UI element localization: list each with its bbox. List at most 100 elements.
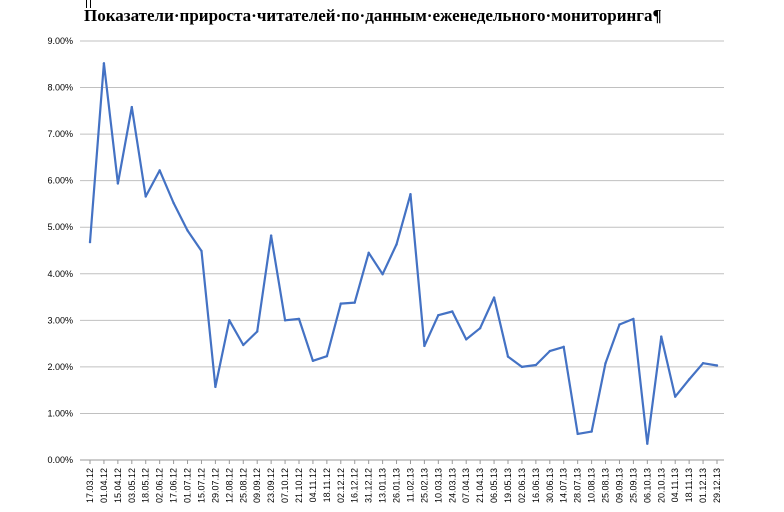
x-tick-label: 01.07.12 (183, 468, 193, 503)
x-tick-label: 18.05.12 (141, 468, 151, 503)
data-point (172, 201, 175, 205)
data-point (381, 273, 384, 276)
x-tick-label: 09.09.13 (614, 468, 624, 503)
x-tick-label: 20.10.13 (656, 468, 666, 503)
data-point (646, 442, 649, 445)
y-tick-label: 4.00% (47, 269, 73, 279)
x-tick-label: 15.07.12 (196, 468, 206, 503)
chart-title: Показатели·прироста·читателей·по·данным·… (84, 6, 662, 25)
data-point (228, 319, 231, 322)
data-point (242, 343, 245, 347)
y-tick-label: 6.00% (47, 176, 73, 186)
x-tick-label: 18.11.13 (684, 468, 694, 502)
x-tick-label: 07.10.12 (280, 468, 290, 503)
data-point (186, 229, 189, 232)
data-point (367, 251, 370, 255)
x-tick-label: 15.04.12 (113, 468, 123, 503)
x-axis-ticks: 17.03.12 01.04.12 15.04.12 03.05.12 18.05.12… (85, 460, 722, 503)
data-point (102, 62, 106, 65)
x-tick-label: 18.11.12 (322, 468, 332, 502)
x-tick-label: 06.05.13 (489, 468, 499, 503)
data-point (88, 240, 92, 244)
x-tick-label: 02.12.12 (336, 468, 346, 503)
x-tick-label: 14.07.13 (559, 468, 569, 503)
x-tick-label: 10.08.13 (587, 468, 597, 503)
data-point (478, 327, 482, 330)
x-tick-label: 29.07.12 (210, 468, 220, 503)
x-tick-label: 26.01.13 (392, 468, 402, 503)
data-point (214, 385, 217, 389)
data-point (339, 302, 342, 305)
x-tick-label: 17.06.12 (169, 468, 179, 503)
x-tick-label: 25.02.13 (419, 468, 429, 503)
x-tick-label: 10.03.13 (433, 468, 443, 503)
y-tick-label: 2.00% (47, 362, 73, 372)
data-point (492, 296, 496, 299)
data-point (715, 364, 719, 367)
x-tick-label: 06.10.13 (642, 468, 652, 503)
x-tick-label: 17.03.12 (85, 468, 95, 503)
title-row: Показатели·прироста·читателей·по·данным·… (0, 0, 784, 34)
data-point (618, 323, 621, 326)
data-point (130, 105, 133, 109)
gridlines (80, 40, 724, 461)
x-tick-label: 13.01.13 (378, 468, 388, 503)
x-tick-label: 16.06.13 (531, 468, 541, 503)
data-point (409, 192, 412, 196)
data-point (144, 195, 147, 198)
x-tick-label: 03.05.12 (127, 468, 137, 503)
x-tick-label: 11.02.13 (405, 468, 415, 502)
x-tick-label: 25.08.12 (238, 468, 248, 503)
data-point (200, 249, 203, 253)
x-tick-label: 09.09.12 (252, 468, 262, 503)
data-point (283, 319, 287, 322)
y-axis-ticks: 0.00% 1.00% 2.00% 3.00% 4.00% 5.00% 6.00% 7.00%… (47, 36, 73, 465)
x-tick-label: 04.11.13 (670, 468, 680, 502)
data-point (297, 317, 301, 321)
x-tick-label: 29.12.13 (712, 468, 722, 503)
data-point (465, 338, 468, 341)
data-point (353, 301, 356, 304)
data-point (548, 349, 551, 353)
x-tick-label: 02.06.13 (517, 468, 527, 503)
x-tick-label: 24.03.13 (447, 468, 457, 503)
x-tick-label: 31.12.12 (364, 468, 374, 503)
data-point (325, 354, 329, 358)
data-point (395, 243, 398, 246)
x-tick-label: 04.11.12 (308, 468, 318, 502)
x-tick-label: 21.10.12 (294, 468, 304, 503)
data-point (437, 314, 440, 317)
data-point (269, 234, 273, 237)
x-tick-label: 01.12.13 (698, 468, 708, 503)
data-point (632, 317, 635, 321)
x-tick-label: 12.08.12 (224, 468, 234, 503)
data-point (506, 355, 510, 358)
data-point (701, 361, 705, 365)
data-point (311, 359, 315, 363)
data-point (604, 361, 607, 365)
x-tick-label: 23.09.12 (266, 468, 276, 503)
data-point (590, 430, 593, 433)
data-point (256, 330, 259, 333)
x-tick-label: 19.05.13 (503, 468, 513, 503)
data-point (116, 182, 120, 185)
paragraph-mark-icon (86, 0, 91, 8)
data-point (562, 345, 565, 349)
y-tick-label: 7.00% (47, 129, 73, 139)
x-tick-label: 02.06.12 (155, 468, 165, 503)
x-tick-label: 21.04.13 (475, 468, 485, 503)
data-point (674, 395, 677, 398)
y-tick-label: 5.00% (47, 222, 73, 232)
x-tick-label: 25.09.13 (628, 468, 638, 503)
data-point (423, 344, 426, 348)
data-point (534, 363, 538, 367)
x-tick-label: 25.08.13 (601, 468, 611, 503)
y-tick-label: 8.00% (47, 83, 73, 93)
x-tick-label: 16.12.12 (350, 468, 360, 503)
x-tick-label: 01.04.12 (99, 468, 109, 503)
x-tick-label: 30.06.13 (545, 468, 555, 503)
data-point (158, 169, 161, 172)
data-point (576, 432, 579, 436)
series-layer (88, 62, 719, 445)
